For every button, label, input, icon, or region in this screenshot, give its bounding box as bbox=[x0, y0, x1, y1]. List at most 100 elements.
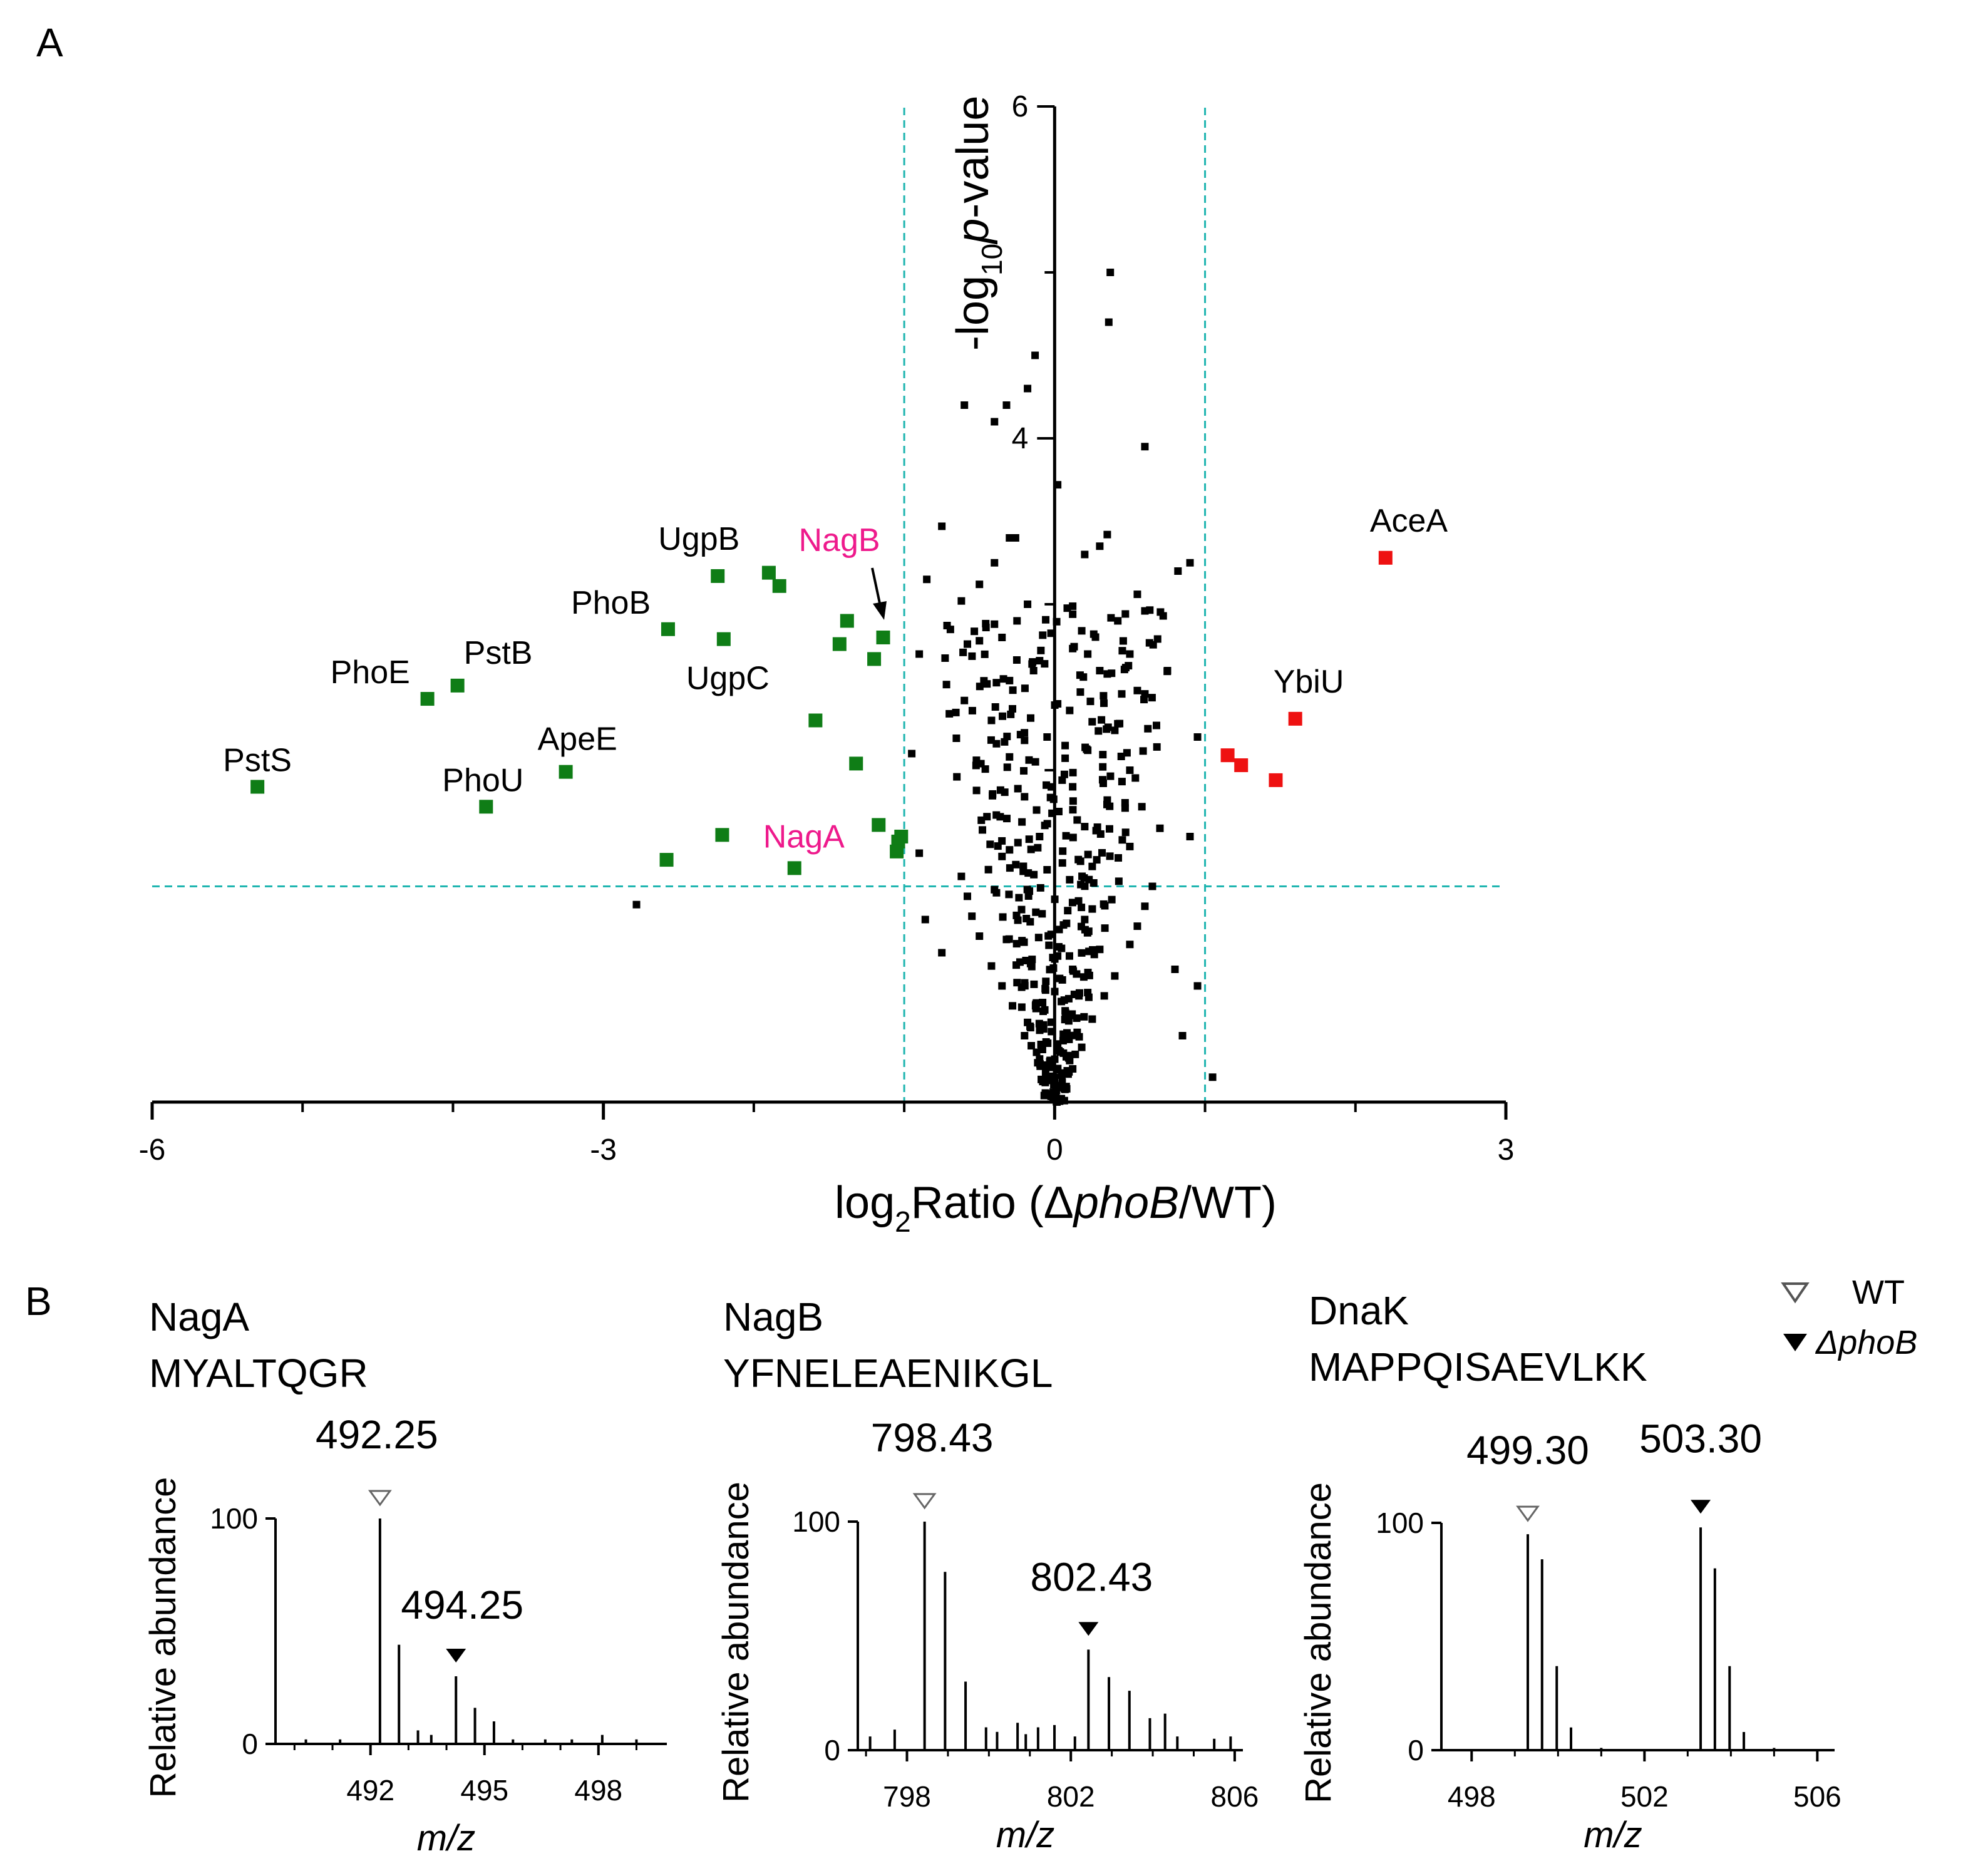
background-point bbox=[1015, 894, 1023, 902]
up-point bbox=[1234, 758, 1249, 773]
background-point bbox=[1099, 751, 1107, 759]
spectrum-x-tick-label: 492 bbox=[346, 1774, 394, 1807]
background-point bbox=[1039, 999, 1047, 1006]
background-point bbox=[1009, 686, 1017, 694]
labeled-point bbox=[250, 780, 265, 794]
background-point bbox=[1081, 823, 1089, 831]
background-point bbox=[989, 790, 997, 798]
background-point bbox=[1005, 935, 1013, 943]
background-point bbox=[1029, 658, 1037, 666]
background-point bbox=[1039, 631, 1047, 639]
phob-marker bbox=[446, 1649, 466, 1663]
background-point bbox=[1012, 860, 1020, 869]
background-point bbox=[1006, 676, 1014, 684]
background-point bbox=[1088, 862, 1096, 870]
spectrum-y-tick-label: 100 bbox=[210, 1502, 258, 1535]
background-point bbox=[1148, 694, 1156, 702]
background-point bbox=[1106, 772, 1115, 780]
background-point bbox=[1148, 882, 1156, 890]
background-point bbox=[1101, 924, 1109, 932]
background-point bbox=[1006, 534, 1014, 542]
background-point bbox=[991, 703, 999, 711]
background-point bbox=[1045, 941, 1053, 949]
spectrum-x-tick-label: 806 bbox=[1211, 1780, 1259, 1813]
background-point bbox=[1003, 733, 1011, 741]
background-point bbox=[998, 634, 1006, 641]
spectrum-x-title: m/z bbox=[1584, 1815, 1642, 1855]
wt-marker bbox=[912, 1493, 937, 1510]
background-point bbox=[1054, 943, 1063, 951]
background-point bbox=[1075, 989, 1083, 997]
gene-label: ApeE bbox=[538, 721, 617, 758]
background-point bbox=[1088, 718, 1096, 726]
background-point bbox=[941, 654, 949, 662]
background-point bbox=[1037, 646, 1045, 654]
background-point bbox=[968, 652, 976, 660]
spectrum-x-tick-label: 502 bbox=[1620, 1780, 1669, 1813]
background-point bbox=[1005, 890, 1013, 899]
volcano-y-title: -log10p-value bbox=[948, 96, 1008, 351]
gene-label: UgpB bbox=[658, 521, 739, 557]
down-point bbox=[840, 614, 854, 628]
background-point bbox=[1069, 967, 1078, 975]
background-point bbox=[1077, 880, 1085, 889]
background-point bbox=[1138, 803, 1146, 811]
background-point bbox=[1118, 690, 1126, 698]
background-point bbox=[1146, 606, 1154, 614]
spectrum-peptide: MYALTQGR bbox=[149, 1351, 368, 1396]
background-point bbox=[1003, 763, 1011, 771]
background-point bbox=[1042, 1038, 1050, 1046]
background-point bbox=[1133, 922, 1141, 931]
background-point bbox=[1141, 443, 1149, 451]
background-point bbox=[1062, 1083, 1070, 1091]
background-point bbox=[992, 889, 1001, 897]
background-point bbox=[1006, 846, 1014, 854]
background-point bbox=[1118, 836, 1126, 844]
background-point bbox=[1047, 629, 1055, 637]
background-point bbox=[1041, 1089, 1049, 1097]
x-tick-label: 0 bbox=[1046, 1133, 1063, 1167]
background-point bbox=[1046, 793, 1054, 802]
background-point bbox=[952, 708, 960, 716]
volcano-x-title: log2Ratio (ΔphoB/WT) bbox=[835, 1178, 1277, 1238]
background-point bbox=[952, 734, 961, 742]
panel-label-a: A bbox=[36, 20, 63, 65]
spectrum-y-tick-label: 0 bbox=[1408, 1734, 1424, 1766]
background-point bbox=[1096, 542, 1104, 550]
gene-label: NagB bbox=[798, 522, 880, 559]
background-point bbox=[1043, 1075, 1051, 1083]
background-point bbox=[999, 675, 1007, 683]
background-point bbox=[971, 627, 979, 636]
spectrum-protein: DnaK bbox=[1309, 1288, 1409, 1333]
spectrum-x-tick-label: 506 bbox=[1793, 1780, 1841, 1813]
down-point bbox=[761, 565, 776, 580]
background-point bbox=[1126, 842, 1134, 850]
background-point bbox=[1065, 952, 1073, 960]
background-point bbox=[1043, 733, 1051, 741]
spectrum-peptide: MAPPQISAEVLKK bbox=[1309, 1344, 1647, 1389]
up-point bbox=[1269, 773, 1283, 787]
background-point bbox=[632, 900, 641, 909]
background-point bbox=[1145, 639, 1153, 647]
background-point bbox=[1021, 736, 1029, 745]
background-point bbox=[1123, 749, 1131, 757]
peak-label: 494.25 bbox=[401, 1582, 523, 1627]
background-point bbox=[1078, 872, 1086, 880]
background-point bbox=[992, 811, 1001, 819]
background-point bbox=[991, 620, 999, 628]
background-point bbox=[1094, 727, 1103, 735]
panel-label-b: B bbox=[25, 1279, 52, 1324]
background-point bbox=[1059, 847, 1067, 855]
legend-label-wt: WT bbox=[1852, 1274, 1905, 1311]
background-point bbox=[1054, 808, 1063, 816]
background-point bbox=[980, 677, 988, 685]
spectrum-nagb: NagB YFNELEAENIKGL 0 100 798 802 806 798.43 80… bbox=[716, 1294, 1259, 1855]
background-point bbox=[1105, 825, 1113, 833]
background-point bbox=[1144, 724, 1152, 733]
background-point bbox=[1081, 743, 1089, 751]
labeled-point bbox=[450, 678, 465, 693]
background-point bbox=[1141, 690, 1149, 698]
background-point bbox=[1093, 823, 1101, 831]
wt-marker bbox=[1516, 1505, 1540, 1522]
background-point bbox=[999, 913, 1007, 921]
